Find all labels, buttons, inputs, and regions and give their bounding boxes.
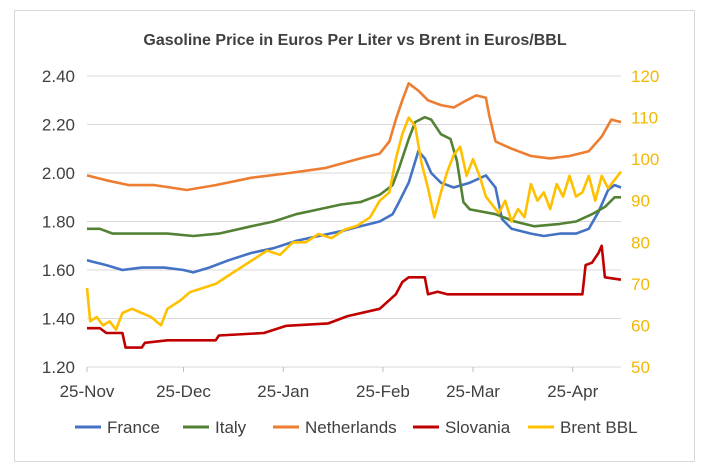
x-tick-label: 25-Feb <box>356 382 410 401</box>
legend-label: Slovania <box>445 418 511 437</box>
left-tick-label: 1.40 <box>42 310 75 329</box>
right-tick-label: 90 <box>631 192 650 211</box>
series-line-slovania <box>87 244 622 349</box>
series-line-netherlands <box>86 82 622 192</box>
right-tick-label: 50 <box>631 358 650 377</box>
left-axis: 1.20 1.40 1.60 1.80 2.00 2.20 2.40 <box>42 67 75 377</box>
x-tick-label: 25-Dec <box>156 382 211 401</box>
chart-frame: Gasoline Price in Euros Per Liter vs Bre… <box>14 10 695 462</box>
right-tick-label: 110 <box>631 109 658 128</box>
legend-label: Netherlands <box>305 418 397 437</box>
left-tick-label: 2.00 <box>42 164 75 183</box>
left-tick-label: 1.60 <box>42 261 75 280</box>
x-tick-label: 25-Nov <box>60 382 115 401</box>
series-line-france <box>86 149 622 274</box>
x-tick-label: 25-Mar <box>446 382 500 401</box>
right-tick-label: 80 <box>631 233 650 252</box>
legend-label: Brent BBL <box>560 418 638 437</box>
left-tick-label: 2.40 <box>42 67 75 86</box>
legend: France Italy Netherlands Slovania Brent BBL <box>75 418 638 437</box>
series-line-italy <box>87 115 621 238</box>
right-tick-label: 100 <box>631 150 659 169</box>
legend-label: Italy <box>215 418 247 437</box>
right-tick-label: 70 <box>631 275 650 294</box>
series-line-brent-bbl <box>85 116 623 331</box>
series-lines <box>85 82 623 349</box>
right-tick-label: 120 <box>631 67 659 86</box>
right-axis: 50 60 70 80 90 100 110 120 <box>631 67 659 377</box>
legend-label: France <box>107 418 160 437</box>
left-tick-label: 2.20 <box>42 116 75 135</box>
left-tick-label: 1.80 <box>42 213 75 232</box>
x-tick-label: 25-Apr <box>547 382 598 401</box>
x-axis: 25-Nov 25-Dec 25-Jan 25-Feb 25-Mar 25-Apr <box>60 367 599 401</box>
x-tick-label: 25-Jan <box>257 382 309 401</box>
chart: Gasoline Price in Euros Per Liter vs Bre… <box>42 32 659 437</box>
left-tick-label: 1.20 <box>42 358 75 377</box>
chart-title: Gasoline Price in Euros Per Liter vs Bre… <box>143 32 566 49</box>
right-tick-label: 60 <box>631 316 650 335</box>
gridlines <box>87 75 621 368</box>
